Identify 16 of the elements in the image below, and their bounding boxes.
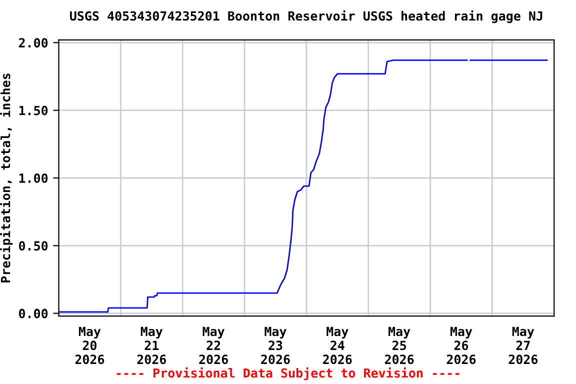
x-tick-label: May 27 2026 [508, 326, 538, 364]
x-tick-label: May 22 2026 [199, 326, 228, 364]
x-tick-label: May 20 2026 [75, 326, 104, 364]
x-tick-label: May 23 2026 [261, 326, 290, 364]
chart-title: USGS 405343074235201 Boonton Reservoir USGS heated rain gage NJ [70, 10, 542, 24]
x-tick-label: May 21 2026 [137, 326, 166, 364]
x-tick-label: May 25 2026 [384, 326, 414, 364]
y-tick-label: 1.00 [19, 173, 48, 183]
y-tick-label: 0.50 [18, 241, 48, 251]
y-tick-label: 0.00 [18, 308, 48, 318]
y-tick-label: 2.00 [18, 38, 48, 48]
y-tick-label: 1.50 [19, 106, 48, 116]
y-axis-title: Precipitation, total, inches [0, 74, 13, 282]
text: ---- Provisional Data Subject to Revision ---- [116, 367, 460, 380]
x-tick-label: May 26 2026 [446, 326, 476, 364]
x-tick-label: May 24 2026 [323, 326, 352, 364]
